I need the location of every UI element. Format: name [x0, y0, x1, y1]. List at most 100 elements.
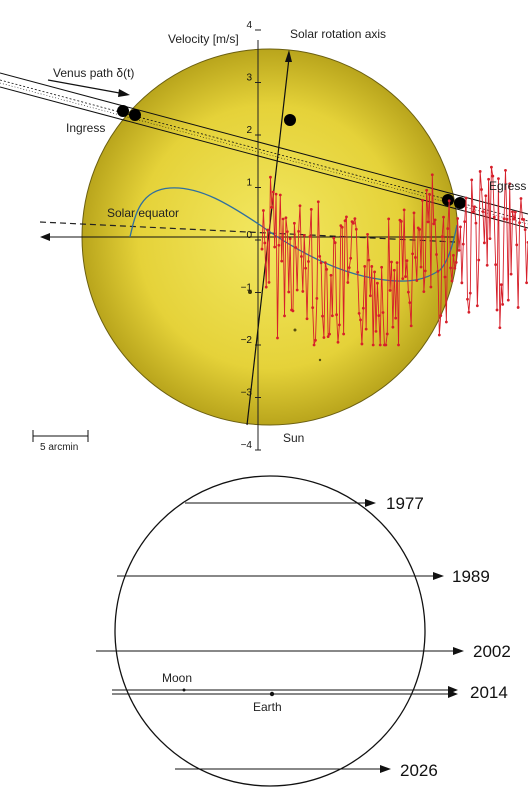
- velocity-tick-label: 0: [246, 230, 252, 241]
- rv-point: [409, 324, 413, 328]
- rv-point: [422, 290, 426, 294]
- transit-arrowhead-2026: [380, 765, 391, 773]
- egress-label: Egress: [489, 179, 526, 193]
- venus-path-arrowhead: [118, 89, 130, 97]
- rv-point: [495, 308, 499, 312]
- ingress-label: Ingress: [66, 121, 105, 135]
- rv-point: [325, 267, 329, 271]
- transit-year-2026: 2026: [400, 761, 438, 780]
- venus-path-arrow: [47, 79, 126, 95]
- bottom-panel: 1977 1989 2002 2014 Moon Earth 2026: [96, 475, 511, 787]
- rv-point: [364, 327, 368, 331]
- rv-point: [335, 313, 338, 317]
- transit-year-1989: 1989: [452, 567, 490, 586]
- rv-point: [436, 269, 440, 273]
- velocity-tick-label: −1: [241, 283, 253, 294]
- rv-point: [288, 237, 292, 241]
- rv-point: [353, 217, 357, 221]
- rv-point: [485, 263, 489, 267]
- rv-point: [301, 290, 305, 293]
- rv-point: [404, 275, 407, 278]
- rv-point: [437, 333, 441, 337]
- velocity-tick-label: 3: [246, 73, 252, 84]
- rv-point: [492, 215, 496, 219]
- rv-point: [504, 169, 507, 172]
- transit-year-2002: 2002: [473, 642, 511, 661]
- rv-point: [323, 261, 327, 265]
- rv-point: [330, 314, 334, 318]
- moon-dot: [182, 688, 186, 692]
- rv-point: [354, 227, 358, 231]
- rv-point: [267, 280, 271, 284]
- rv-point: [305, 317, 309, 321]
- velocity-tick-label: 1: [246, 178, 252, 189]
- rv-point: [319, 261, 323, 265]
- rv-point: [356, 270, 360, 274]
- rv-point: [512, 217, 516, 221]
- rv-point: [263, 241, 267, 245]
- rv-point: [477, 258, 481, 262]
- rv-point: [278, 193, 282, 197]
- rv-point: [411, 252, 414, 256]
- rv-point: [329, 273, 333, 277]
- transit-year-2014: 2014: [470, 683, 508, 702]
- rv-point: [474, 221, 478, 225]
- solar-equator-arrowhead: [40, 233, 50, 241]
- rv-point: [470, 178, 474, 182]
- rv-point: [402, 208, 406, 212]
- rv-point: [433, 218, 437, 222]
- rv-point: [459, 225, 462, 229]
- rv-point: [312, 343, 316, 347]
- egress-dot: [454, 197, 466, 209]
- rv-point: [367, 258, 371, 262]
- rv-point: [502, 217, 506, 221]
- rv-point: [481, 210, 485, 213]
- rv-point: [307, 260, 310, 263]
- rv-point: [405, 259, 409, 263]
- rv-point: [347, 266, 351, 270]
- rv-point: [463, 220, 467, 224]
- rv-point: [480, 188, 483, 191]
- rv-point: [419, 265, 423, 269]
- rv-point: [274, 192, 278, 196]
- rv-point: [376, 281, 379, 285]
- rv-point: [467, 310, 471, 314]
- ingress-dot: [117, 105, 129, 117]
- rv-point: [387, 217, 391, 221]
- rv-point: [484, 194, 488, 198]
- rv-point: [453, 266, 457, 270]
- rv-point: [482, 241, 486, 245]
- sunspot: [248, 290, 252, 294]
- solar-rotation-arrowhead: [285, 50, 292, 62]
- rv-point: [322, 336, 326, 339]
- rv-point: [518, 221, 521, 225]
- rv-point: [443, 275, 447, 279]
- rv-point: [284, 216, 288, 220]
- rv-point: [487, 177, 490, 181]
- rv-point: [473, 205, 476, 209]
- rv-point: [308, 235, 312, 238]
- rv-point: [314, 338, 317, 342]
- rv-point: [428, 192, 431, 196]
- rv-point: [449, 266, 452, 270]
- rv-point: [421, 198, 424, 202]
- rv-point: [343, 219, 347, 223]
- rv-point: [285, 230, 289, 234]
- transit-arrowhead-2002: [453, 647, 464, 655]
- rv-point: [273, 245, 277, 249]
- rv-point: [423, 269, 427, 273]
- rv-point: [491, 174, 495, 178]
- rv-point: [326, 335, 330, 339]
- rv-point: [333, 241, 337, 245]
- rv-point: [385, 332, 389, 336]
- rv-point: [515, 243, 519, 247]
- venus-path-band: [0, 72, 528, 229]
- rv-point: [266, 228, 270, 232]
- rv-point: [406, 290, 410, 294]
- rv-point: [390, 260, 393, 264]
- solar-disk-outline: [114, 475, 426, 787]
- rv-point: [295, 288, 299, 292]
- rv-point: [346, 281, 350, 284]
- earth-dot: [269, 691, 275, 697]
- rv-point: [366, 232, 369, 236]
